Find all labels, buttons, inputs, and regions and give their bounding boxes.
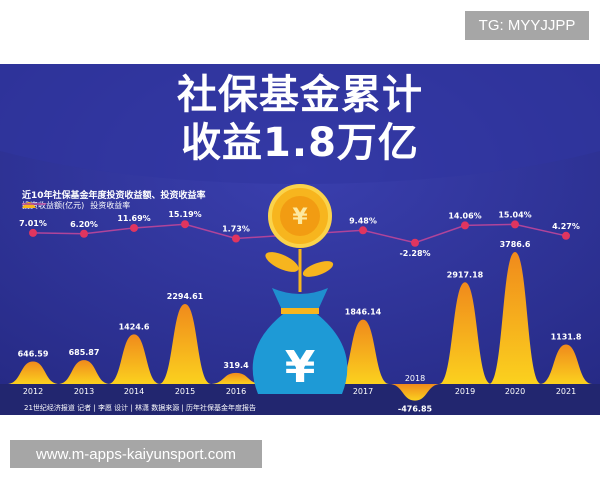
- rate-point-2019: [461, 221, 469, 230]
- credit-line: 21世纪经济报道 记者 | 李愿 设计 | 林潇 数据来源 | 历年社保基金年度…: [24, 404, 257, 412]
- amount-label-2016: 319.4: [223, 361, 249, 370]
- amount-label-2020: 3786.6: [500, 240, 531, 249]
- year-label-2016: 2016: [226, 387, 246, 396]
- amount-peak-2019: [439, 282, 491, 384]
- rate-point-2016: [232, 234, 240, 243]
- watermark-top: TG: MYYJJPP: [465, 11, 589, 40]
- chart-title: 近10年社保基金年度投资收益额、投资收益率: [22, 191, 206, 201]
- amount-label-2012: 646.59: [18, 349, 49, 358]
- amount-label-2013: 685.87: [69, 348, 100, 357]
- rate-label-2012: 7.01%: [19, 219, 47, 228]
- rate-label-2021: 4.27%: [552, 222, 580, 231]
- rate-label-2013: 6.20%: [70, 220, 98, 229]
- amount-label-2019: 2917.18: [447, 270, 484, 279]
- rate-point-2020: [511, 220, 519, 229]
- sprout-icon: [265, 249, 334, 292]
- legend-label-rate: 投资收益率: [90, 201, 131, 210]
- rate-point-2014: [130, 223, 138, 232]
- rate-label-2017: 9.48%: [349, 216, 377, 225]
- rate-label-2020: 15.04%: [498, 210, 531, 219]
- year-label-2015: 2015: [175, 387, 195, 396]
- svg-text:¥: ¥: [285, 342, 316, 393]
- legend-line-swatch: [22, 203, 46, 205]
- chart: 646.59 2012 685.87 2013 1424.6 2014 2294.61 201…: [0, 64, 600, 415]
- rate-point-2018: [411, 238, 419, 247]
- amount-label-2017: 1846.14: [345, 308, 382, 317]
- svg-text:¥: ¥: [292, 205, 308, 230]
- rate-point-2015: [181, 220, 189, 229]
- amount-peak-2012: [7, 361, 59, 384]
- year-label-2021: 2021: [556, 387, 576, 396]
- yuan-coin-icon: ¥: [268, 184, 332, 248]
- year-label-2013: 2013: [74, 387, 94, 396]
- rate-point-2013: [80, 229, 88, 238]
- amount-peak-2015: [159, 304, 211, 384]
- rate-point-2017: [359, 226, 367, 235]
- rate-point-2021: [562, 231, 570, 240]
- amount-peak-2017: [337, 319, 389, 384]
- headline-line-1: 社保基金累计: [177, 72, 423, 118]
- year-label-2020: 2020: [505, 387, 525, 396]
- rate-point-2012: [29, 228, 37, 237]
- amount-peak-2016: [210, 372, 262, 384]
- infographic: 646.59 2012 685.87 2013 1424.6 2014 2294.61 201…: [0, 64, 600, 415]
- year-label-2014: 2014: [124, 387, 144, 396]
- legend-label-amount: 投资收益额(亿元): [22, 201, 85, 210]
- rate-label-2015: 15.19%: [168, 210, 201, 219]
- amount-label-2015: 2294.61: [167, 292, 204, 301]
- amount-label-2018: -476.85: [398, 405, 433, 414]
- amount-label-2021: 1131.8: [551, 333, 582, 342]
- rate-label-2016: 1.73%: [222, 225, 250, 234]
- amount-peak-2014: [108, 334, 160, 384]
- year-label-2017: 2017: [353, 387, 373, 396]
- rate-label-2014: 11.69%: [117, 214, 150, 223]
- headline-line-2: 收益1.8万亿: [181, 120, 419, 166]
- year-label-2018: 2018: [405, 374, 425, 383]
- amount-label-2014: 1424.6: [119, 322, 150, 331]
- year-label-2012: 2012: [23, 387, 43, 396]
- rate-label-2018: -2.28%: [399, 249, 430, 258]
- amount-peak-2013: [58, 360, 110, 384]
- watermark-bottom: www.m-apps-kaiyunsport.com: [10, 440, 262, 468]
- rate-label-2019: 14.06%: [448, 211, 481, 220]
- money-bag-icon: ¥: [252, 288, 348, 394]
- amount-peak-2021: [540, 344, 592, 384]
- year-label-2019: 2019: [455, 387, 475, 396]
- amount-peak-2020: [489, 252, 541, 384]
- legend: 投资收益额(亿元) 投资收益率: [22, 200, 130, 211]
- amount-peak-2018: [389, 384, 441, 401]
